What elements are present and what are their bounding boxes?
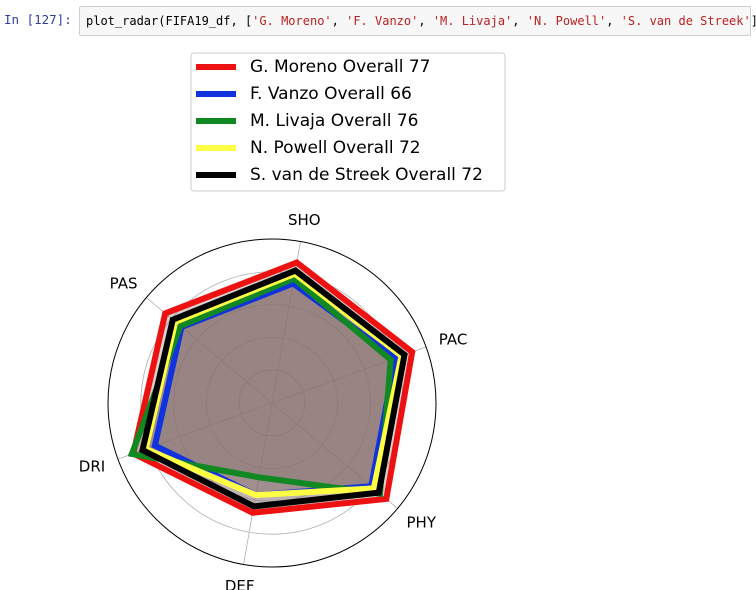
code-sep: ,: [418, 14, 433, 28]
code-arg: 'M. Livaja': [432, 14, 513, 28]
series-fill: [133, 262, 413, 513]
code-arg: 'G. Moreno': [252, 14, 332, 28]
code-arg: 'N. Powell': [526, 14, 607, 28]
code-sep: ,: [606, 14, 621, 28]
series-fill: [145, 273, 402, 496]
radar-frame: [107, 238, 437, 568]
axis-label: SHO: [288, 211, 321, 229]
axis-label: PAS: [110, 274, 138, 292]
code-sep: ,: [512, 14, 527, 28]
code-line: plot_radar(FIFA19_df, ['G. Moreno', 'F. …: [86, 14, 756, 28]
cell-prompt: In [127]:: [4, 12, 72, 27]
legend: G. Moreno Overall 77 F. Vanzo Overall 66 M…: [190, 52, 506, 192]
axis-label: PHY: [407, 514, 437, 532]
legend-label: M. Livaja Overall 76: [250, 111, 418, 131]
code-cell[interactable]: plot_radar(FIFA19_df, ['G. Moreno', 'F. …: [79, 6, 756, 36]
code-arg: 'F. Vanzo': [346, 14, 419, 28]
legend-label: G. Moreno Overall 77: [250, 57, 431, 77]
series-lines: [127, 259, 416, 516]
code-suffix: ]);: [751, 14, 756, 28]
series-fill: [154, 283, 396, 496]
series-line: [139, 267, 408, 510]
legend-label: F. Vanzo Overall 66: [250, 84, 412, 104]
code-prefix: plot_radar(FIFA19_df, [: [86, 14, 253, 28]
grid-ring: [205, 336, 338, 469]
axis-label: DEF: [225, 577, 255, 590]
axis-label: PAC: [439, 330, 468, 348]
series-fill: [131, 278, 391, 494]
code-arg: 'S. van de Streek': [620, 14, 751, 28]
grid-ring: [238, 369, 306, 437]
axis-labels: PAC SHO PAS DRI DEF PHY: [79, 211, 468, 590]
radar-chart: G. Moreno Overall 77 F. Vanzo Overall 66 M…: [79, 52, 506, 590]
series-fills: [131, 262, 413, 513]
series-fill: [142, 270, 405, 507]
legend-label: S. van de Streek Overall 72: [250, 165, 483, 185]
legend-label: N. Powell Overall 72: [250, 138, 421, 158]
axis-label: DRI: [79, 458, 105, 476]
code-sep: ,: [331, 14, 347, 28]
legend-frame: [190, 52, 506, 192]
grid-spoke: [243, 402, 273, 565]
